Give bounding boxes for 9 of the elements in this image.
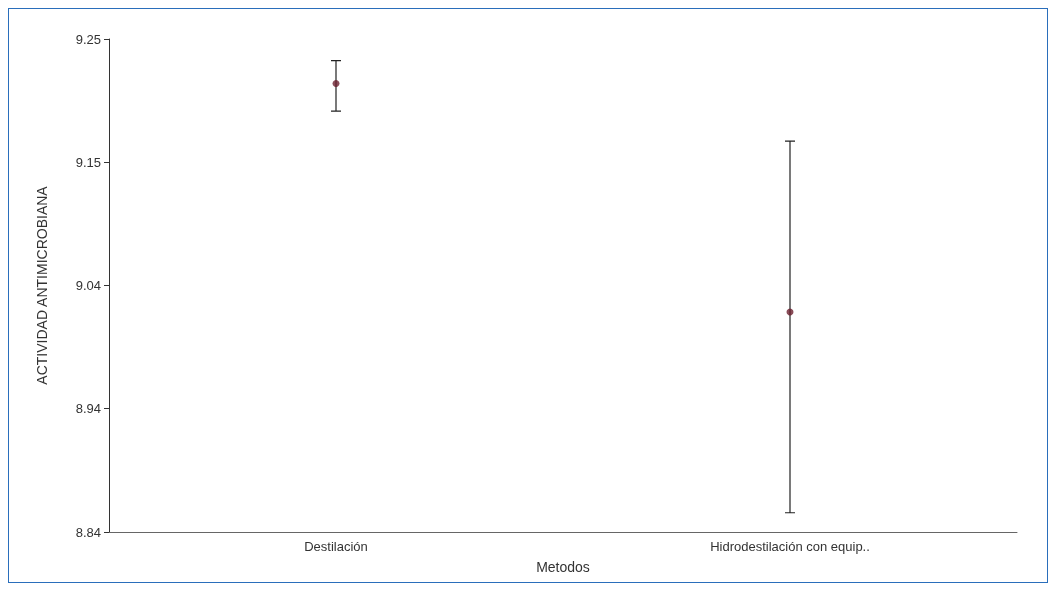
y-tick-label: 8.84 (75, 524, 101, 540)
y-tick-label: 9.04 (75, 278, 101, 293)
y-tick-label: 9.15 (75, 154, 101, 170)
y-tick-label: 9.25 (75, 31, 101, 47)
x-tick-label: Destilación (304, 539, 368, 554)
x-tick-label: Hidrodestilación con equip.. (710, 539, 870, 554)
y-tick-label: 8.94 (75, 401, 101, 417)
x-axis-title: Metodos (536, 559, 590, 575)
y-axis-title: ACTIVIDAD ANTIMICROBIANA (34, 185, 50, 385)
